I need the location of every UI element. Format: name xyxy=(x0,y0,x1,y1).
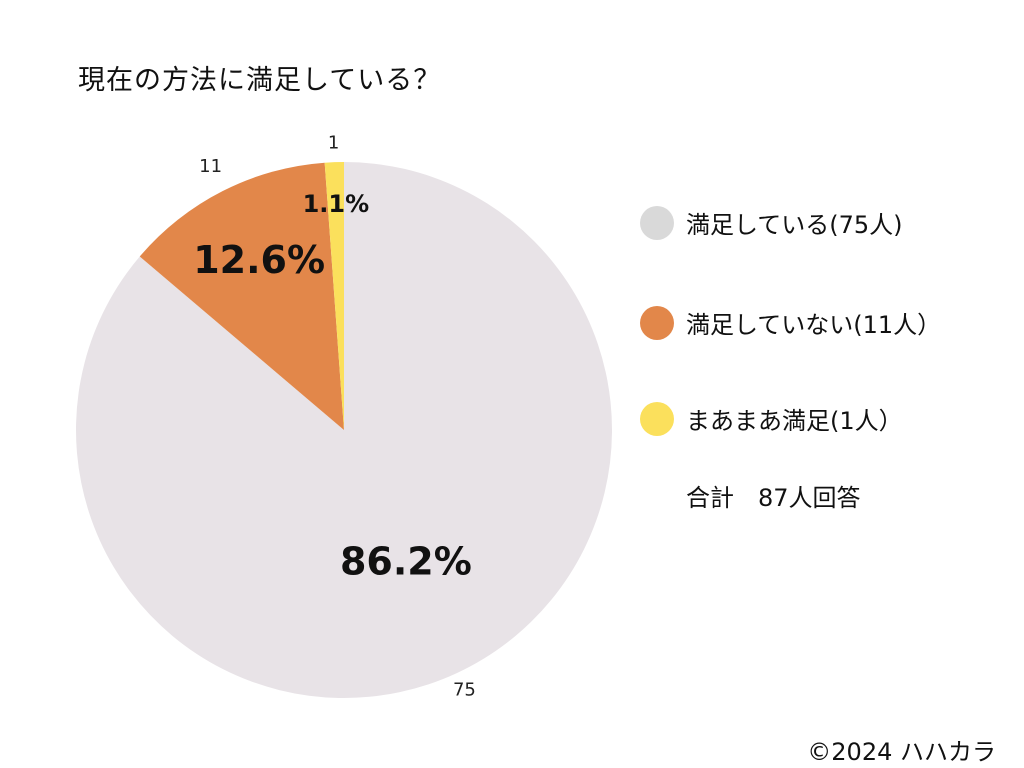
legend-item-not-satisfied: 満足していない(11人） xyxy=(640,305,941,340)
total-respondents: 合計 87人回答 xyxy=(686,484,861,512)
pie-slice-not-satisfied xyxy=(139,162,344,430)
chart-title: 現在の方法に満足している？ xyxy=(78,65,442,96)
percent-label-somewhat-satisfied: 1.1% xyxy=(303,190,370,218)
legend-label-somewhat-satisfied: まあまあ満足(1人） xyxy=(686,407,903,435)
count-label-not-satisfied: 11 xyxy=(199,156,222,177)
copyright: ©2024 ハハカラ xyxy=(807,738,996,766)
legend-swatch-somewhat-satisfied xyxy=(640,401,674,436)
legend-swatch-not-satisfied xyxy=(640,305,674,340)
legend-swatch-satisfied xyxy=(640,205,674,240)
pie-slice-somewhat-satisfied xyxy=(324,162,344,430)
legend-item-satisfied: 満足している(75人) xyxy=(640,205,903,240)
percent-label-satisfied: 86.2% xyxy=(340,539,472,583)
pie-slice-satisfied xyxy=(75,162,612,698)
count-label-satisfied: 75 xyxy=(453,679,476,700)
legend-label-satisfied: 満足している(75人) xyxy=(686,211,903,239)
legend-label-not-satisfied: 満足していない(11人） xyxy=(686,311,942,339)
count-label-somewhat-satisfied: 1 xyxy=(328,132,339,153)
percent-label-not-satisfied: 12.6% xyxy=(193,238,325,282)
legend-item-somewhat-satisfied: まあまあ満足(1人） xyxy=(640,401,903,436)
